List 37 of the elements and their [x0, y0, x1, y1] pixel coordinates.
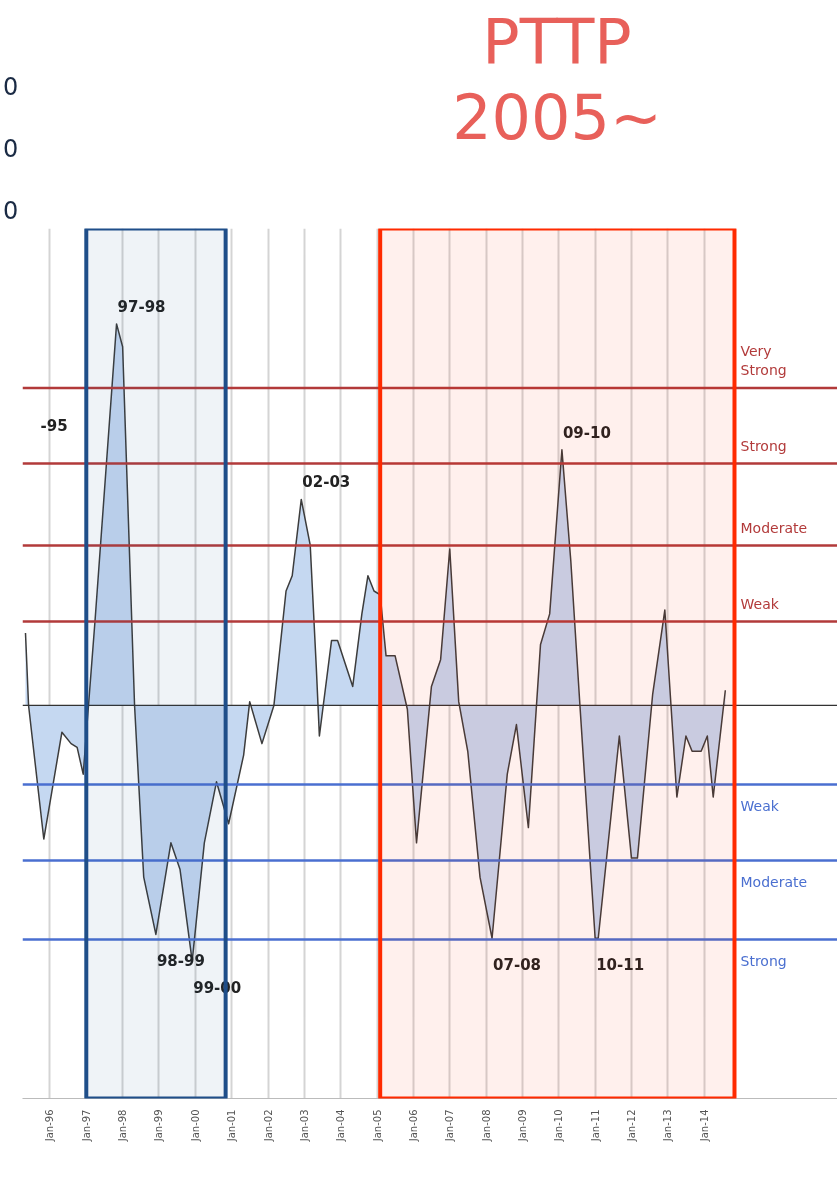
ref-line-label: Very Strong — [740, 342, 787, 378]
ref-line-label: Weak — [740, 595, 780, 612]
x-tick-label: Jan-08 — [480, 1109, 492, 1143]
x-tick-label: Jan-97 — [80, 1109, 92, 1143]
text: 0 — [3, 134, 19, 165]
annotation: 07-08 — [493, 956, 542, 975]
ref-line-label: Moderate — [740, 874, 808, 891]
text: 0 — [3, 196, 19, 227]
annotation: 97-98 — [117, 297, 166, 316]
x-tick-label: Jan-03 — [298, 1109, 310, 1143]
ref-line-label: Strong — [740, 437, 787, 454]
x-tick-label: Jan-10 — [553, 1109, 565, 1143]
annotation: 10-11 — [596, 956, 645, 975]
x-tick-label: Jan-01 — [226, 1109, 238, 1143]
x-tick-label: Jan-13 — [662, 1109, 674, 1143]
x-tick-label: Jan-04 — [335, 1109, 347, 1143]
ref-line-label: Moderate — [740, 519, 808, 536]
x-tick-label: Jan-11 — [589, 1109, 601, 1143]
x-tick-label: Jan-99 — [153, 1109, 165, 1143]
x-tick-label: Jan-00 — [189, 1109, 201, 1143]
x-tick-label: Jan-07 — [444, 1109, 456, 1143]
annotation: 02-03 — [302, 473, 351, 492]
x-tick-label: Jan-96 — [44, 1109, 56, 1143]
annotation: 09-10 — [562, 423, 611, 442]
x-tick-label: Jan-14 — [698, 1109, 710, 1143]
annotation: -95 — [40, 416, 68, 435]
ref-line-label: Weak — [740, 798, 780, 815]
annotation: 98-99 — [156, 952, 205, 971]
ref-line-label: Strong — [740, 953, 787, 970]
band-label: PTTP 2005~ — [451, 4, 663, 156]
x-tick-label: Jan-12 — [625, 1109, 637, 1143]
x-tick-label: Jan-98 — [117, 1109, 129, 1143]
x-tick-label: Jan-06 — [407, 1109, 419, 1143]
x-tick-label: Jan-02 — [262, 1109, 274, 1143]
x-tick-label: Jan-09 — [517, 1109, 529, 1143]
x-tick-label: Jan-05 — [371, 1109, 383, 1143]
text: 0 — [3, 72, 19, 103]
